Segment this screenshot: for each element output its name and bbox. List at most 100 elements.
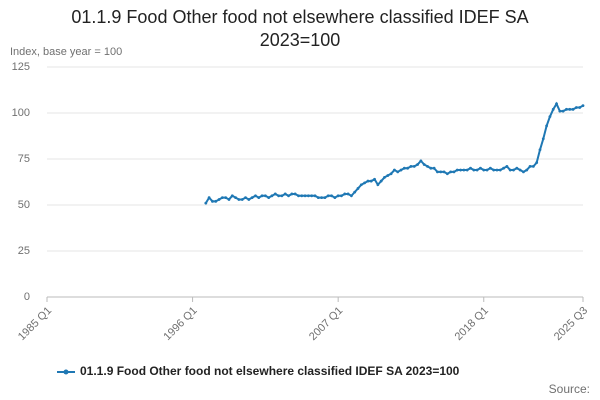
point (273, 192, 277, 196)
point (449, 170, 453, 174)
point (551, 107, 555, 111)
point (224, 196, 228, 200)
point (545, 124, 549, 128)
point (555, 102, 558, 106)
point (469, 166, 472, 170)
y-tick-label: 100 (12, 107, 30, 119)
point (525, 168, 529, 172)
point (369, 179, 373, 183)
point (429, 166, 433, 170)
point (512, 168, 515, 172)
point (214, 199, 218, 203)
y-axis-label: Index, base year = 100 (10, 46, 122, 58)
point (376, 183, 380, 187)
point (336, 194, 340, 198)
point (541, 137, 545, 141)
y-tick-label: 50 (18, 199, 30, 211)
point (522, 170, 525, 174)
point (479, 166, 482, 170)
point (445, 172, 449, 176)
point (303, 194, 307, 198)
point (432, 166, 436, 170)
y-tick-label: 25 (18, 245, 30, 257)
point (505, 164, 509, 168)
point (267, 196, 271, 200)
point (558, 109, 562, 113)
point (343, 192, 347, 196)
x-tick-label: 2007 Q1 (307, 305, 345, 343)
point (495, 168, 499, 172)
point (220, 196, 224, 200)
point (287, 194, 290, 198)
point (244, 196, 247, 200)
point (330, 194, 333, 198)
point (366, 179, 370, 183)
y-tick-label: 75 (18, 153, 30, 165)
point (383, 176, 386, 179)
point (257, 196, 261, 200)
point (465, 168, 469, 172)
point (502, 166, 505, 170)
point (482, 168, 486, 172)
point (462, 168, 466, 172)
point (472, 168, 476, 172)
point (518, 168, 522, 172)
point (492, 168, 496, 172)
point (306, 194, 310, 198)
point (578, 106, 582, 109)
point (402, 166, 406, 170)
point (389, 172, 393, 176)
point (475, 168, 479, 172)
point (561, 109, 565, 113)
point (230, 194, 234, 198)
point (211, 199, 214, 203)
point (386, 174, 390, 177)
point (528, 164, 532, 168)
point (515, 166, 519, 170)
point (326, 194, 330, 198)
point (485, 168, 489, 172)
point (346, 192, 350, 196)
point (581, 104, 585, 108)
point (548, 115, 552, 119)
point (254, 194, 257, 198)
point (333, 196, 337, 200)
point (250, 196, 254, 200)
point (459, 168, 462, 172)
point (531, 164, 535, 168)
chart-title: 01.1.9 Food Other food not elsewhere cla… (71, 7, 529, 50)
point (290, 192, 294, 196)
point (488, 166, 492, 170)
point (237, 198, 241, 201)
point (247, 198, 251, 201)
point (293, 192, 297, 196)
point (508, 168, 512, 172)
point (356, 187, 360, 190)
legend-label: 01.1.9 Food Other food not elsewhere cla… (80, 364, 460, 378)
point (568, 107, 572, 111)
y-tick-label: 0 (24, 291, 30, 303)
point (426, 164, 429, 168)
point (283, 192, 287, 196)
point (406, 166, 410, 170)
point (574, 106, 578, 109)
x-tick-label: 1996 Q1 (161, 305, 199, 343)
point (439, 170, 443, 174)
point (240, 198, 244, 201)
point (313, 194, 317, 198)
point (353, 190, 357, 194)
point (316, 196, 320, 200)
point (280, 194, 284, 198)
point (412, 164, 416, 168)
source: Source: (549, 382, 590, 396)
point (498, 168, 502, 172)
point (416, 163, 419, 166)
point (277, 194, 281, 198)
point (399, 168, 403, 172)
point (323, 196, 327, 200)
point (571, 107, 575, 111)
point (227, 198, 231, 201)
x-tick-label: 2025 Q3 (552, 305, 590, 343)
